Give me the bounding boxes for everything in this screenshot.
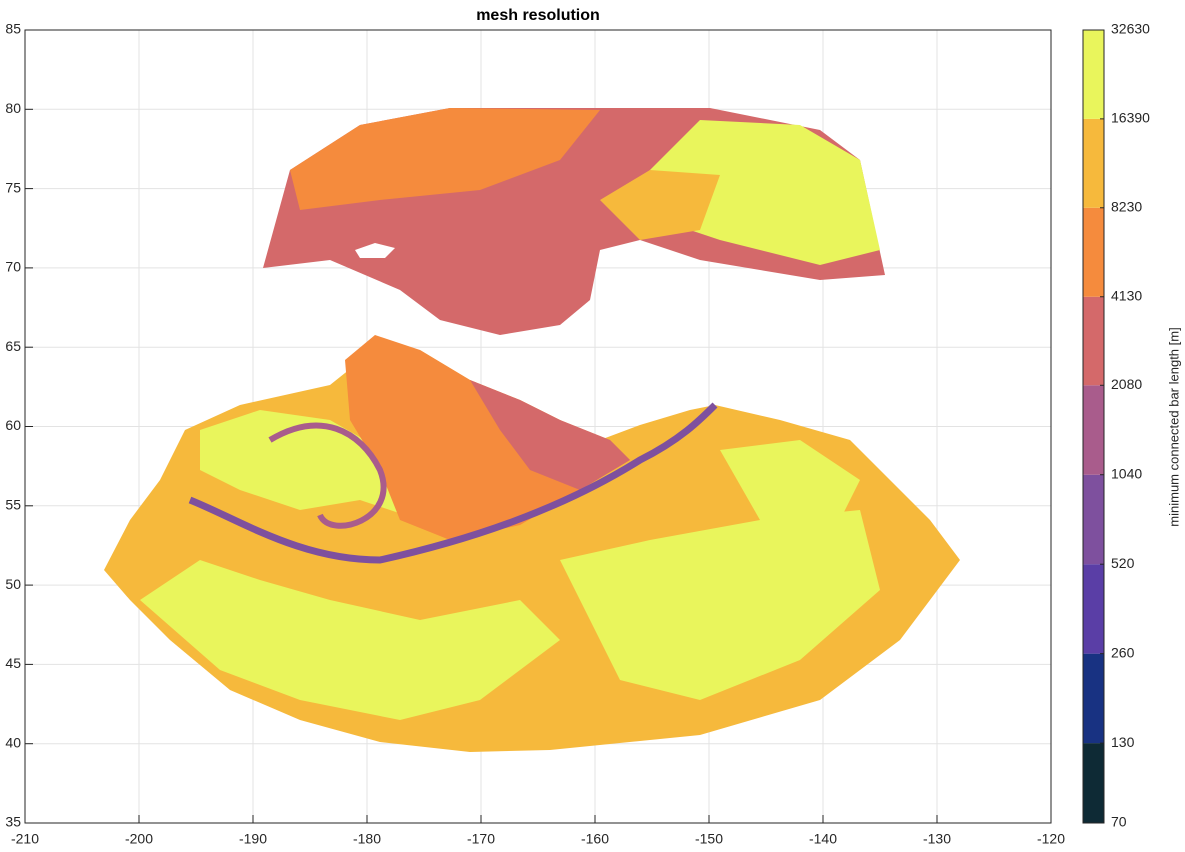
y-tick-label: 40 xyxy=(5,734,21,750)
colorbar-band xyxy=(1083,385,1104,475)
y-tick-label: 55 xyxy=(5,497,21,513)
colorbar-tick-label: 4130 xyxy=(1111,287,1142,303)
x-tick-label: -150 xyxy=(695,831,723,847)
map xyxy=(104,108,960,752)
colorbar-tick-label: 2080 xyxy=(1111,376,1142,392)
x-tick-label: -160 xyxy=(581,831,609,847)
colorbar-frame xyxy=(1082,29,1105,824)
ocean-patch xyxy=(140,560,560,720)
colorbar-band xyxy=(1083,653,1104,744)
x-tick-label: -200 xyxy=(125,831,153,847)
shelf-region xyxy=(470,380,630,490)
arc xyxy=(188,402,718,564)
y-tick-label: 85 xyxy=(5,21,21,37)
colorbar-tick-label: 16390 xyxy=(1111,110,1150,126)
ocean-patch xyxy=(720,440,860,520)
y-tick-label: 80 xyxy=(5,100,21,116)
colorbar-band xyxy=(1083,207,1104,297)
island-hole xyxy=(355,243,395,258)
colorbar-label: minimum connected bar length [m] xyxy=(1166,327,1181,526)
colorbar-band xyxy=(1083,118,1104,208)
arctic-patch xyxy=(600,170,720,240)
colorbar-tick-label: 130 xyxy=(1111,734,1135,750)
x-tick-label: -170 xyxy=(467,831,495,847)
shelf-region xyxy=(345,335,630,540)
colorbar-band xyxy=(1083,564,1104,654)
colorbar-tick-label: 520 xyxy=(1111,555,1135,571)
x-tick-label: -130 xyxy=(923,831,951,847)
x-tick-label: -120 xyxy=(1037,831,1065,847)
y-tick-label: 70 xyxy=(5,259,21,275)
y-tick-label: 45 xyxy=(5,655,21,671)
ocean-patch xyxy=(200,410,420,520)
x-tick-label: -190 xyxy=(239,831,267,847)
colorbar-tick-label: 32630 xyxy=(1111,21,1150,37)
y-tick-label: 60 xyxy=(5,417,21,433)
colorbar-tick-label: 8230 xyxy=(1111,198,1142,214)
ocean-patch xyxy=(560,510,880,700)
chart-title: mesh resolution xyxy=(476,7,600,24)
colorbar-tick-label: 70 xyxy=(1111,814,1127,830)
colorbar-tick-label: 1040 xyxy=(1111,465,1142,481)
colorbar-band xyxy=(1083,296,1104,386)
y-tick-label: 50 xyxy=(5,576,21,592)
colorbar: 70 130 260 520 1040 2080 4130 8230 16390 32630 xyxy=(1082,21,1150,830)
arc xyxy=(268,422,387,529)
colorbar-band xyxy=(1083,30,1104,119)
x-tick-label: -140 xyxy=(809,831,837,847)
axes: -210 -200 -190 -180 -170 -160 -150 -140 -130 -120… xyxy=(5,21,1065,847)
colorbar-tick-label: 260 xyxy=(1111,644,1135,660)
y-tick-label: 75 xyxy=(5,179,21,195)
y-tick-label: 35 xyxy=(5,814,21,830)
y-tick-label: 65 xyxy=(5,338,21,354)
x-tick-label: -180 xyxy=(353,831,381,847)
colorbar-band xyxy=(1083,743,1104,823)
arctic-patch xyxy=(290,108,600,210)
x-tick-label: -210 xyxy=(11,831,39,847)
colorbar-band xyxy=(1083,474,1104,565)
